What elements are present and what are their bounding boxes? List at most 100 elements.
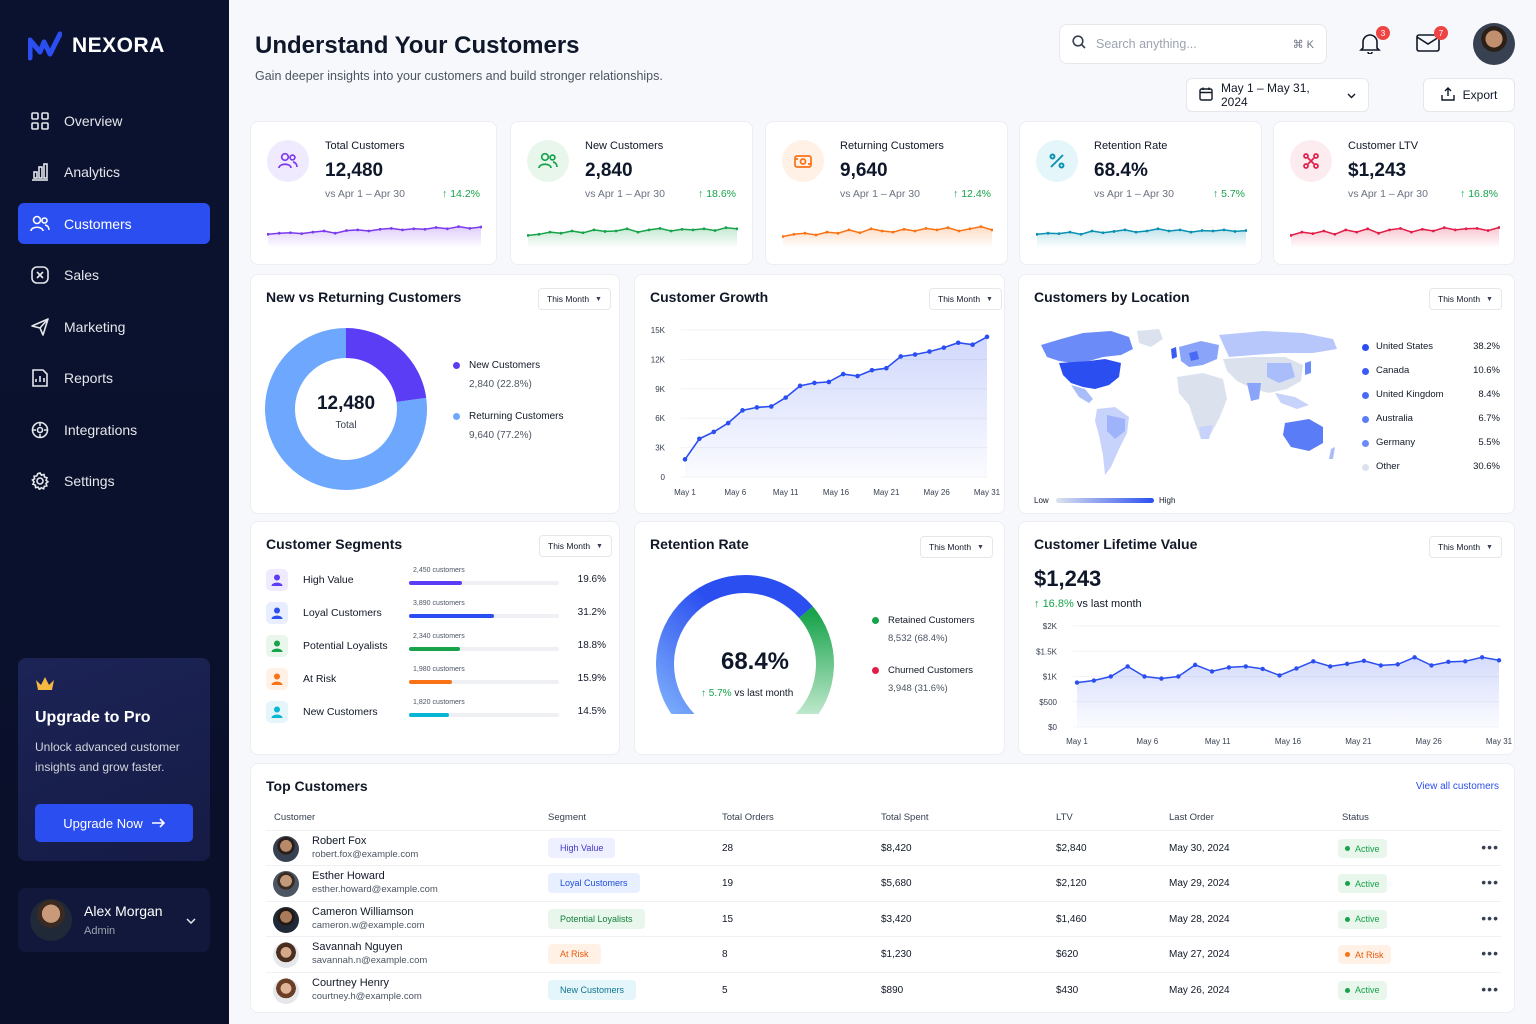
growth-point [725,420,731,426]
sparkline-point [1475,226,1479,230]
ltv-change-suffix: vs last month [1076,598,1142,610]
legend-dot [453,362,460,369]
period-dropdown[interactable]: This Month ▼ [929,288,1002,310]
messages-button[interactable]: 7 [1415,26,1448,58]
user-profile-menu[interactable]: Alex Morgan Admin [18,888,210,952]
notification-count-badge: 3 [1376,26,1390,40]
table-row[interactable]: Savannah Nguyen savannah.n@example.com At … [266,936,1501,971]
sidebar-item-marketing[interactable]: Marketing [18,306,210,347]
sparkline-point [1388,228,1391,232]
segment-count: 3,890 customers [413,600,465,607]
avatar[interactable] [1473,23,1515,65]
view-all-customers-link[interactable]: View all customers [1415,781,1499,792]
date-range-picker[interactable]: May 1 – May 31, 2024 [1186,78,1369,112]
ltv-point [1260,666,1265,672]
location-row: United Kingdom 8.4% [1362,389,1500,403]
sparkline-point [1079,232,1083,236]
sales-icon [30,265,50,285]
table-row[interactable]: Cameron Williamson cameron.w@example.com P… [266,900,1501,936]
sparkline [1290,226,1500,248]
sparkline-point [423,227,427,231]
growth-point [941,345,947,350]
kpi-change-value: 12.4% [961,188,991,200]
sparkline-line [527,226,738,237]
sparkline-point [1222,228,1226,232]
sidebar-item-reports[interactable]: Reports [18,358,210,399]
x-tick-label: May 1 [1066,737,1088,746]
sparkline-point [592,228,596,232]
more-options-icon[interactable]: ••• [1481,980,1499,997]
sparkline-point [1399,226,1402,230]
ltv-point [1108,674,1113,679]
kpi-label: Returning Customers [840,140,944,152]
kpi-change: ↑ 5.7% [1213,188,1245,200]
table-row[interactable]: Courtney Henry courtney.h@example.com New … [266,971,1501,1007]
users-icon [30,214,50,234]
growth-point [898,354,904,359]
ltv-point [1277,673,1282,678]
sparkline-point [277,231,281,235]
sparkline-point [1322,229,1326,233]
sparkline-point [401,228,404,232]
dropdown-label: This Month [1438,294,1481,304]
sidebar-item-label: Overview [64,112,123,129]
more-options-icon[interactable]: ••• [1481,874,1499,891]
period-dropdown[interactable]: This Month ▼ [539,535,612,557]
period-dropdown[interactable]: This Month ▼ [1429,536,1502,558]
segment-percent: 18.8% [577,640,606,651]
sparkline-point [603,230,607,233]
location-row: Germany 5.5% [1362,437,1500,451]
brand-logo[interactable]: NEXORA [28,30,165,62]
user-role: Admin [84,925,116,937]
period-dropdown[interactable]: This Month ▼ [538,288,611,310]
notifications-button[interactable]: 3 [1357,26,1390,59]
map-region-africa [1177,373,1227,439]
table-row[interactable]: Robert Fox robert.fox@example.com High Val… [266,830,1501,865]
search-icon [1072,34,1086,54]
y-tick-label: 6K [655,414,665,423]
legend-label: Churned Customers [888,665,974,676]
location-name: Canada [1376,365,1410,376]
upgrade-text: Unlock advanced customer insights and gr… [35,740,180,774]
more-options-icon[interactable]: ••• [1481,909,1499,926]
sparkline-point [1442,226,1446,230]
grid-icon [30,111,50,131]
sidebar-item-analytics[interactable]: Analytics [18,152,210,193]
more-options-icon[interactable]: ••• [1481,945,1499,962]
chevron-down-icon: ▼ [986,295,993,303]
donut-chart [265,328,427,490]
sidebar-item-sales[interactable]: Sales [18,255,210,296]
period-dropdown[interactable]: This Month ▼ [1429,288,1502,310]
upgrade-now-button[interactable]: Upgrade Now [35,804,193,842]
ltv-point [1446,659,1451,665]
map-region-south-africa [1199,425,1213,439]
map-region-greenland [1137,329,1163,347]
y-tick-label: $2K [1043,622,1058,631]
bell-icon [1359,32,1381,59]
ltv-point [1496,658,1502,663]
sidebar-item-customers[interactable]: Customers [18,203,210,244]
sidebar-item-settings[interactable]: Settings [18,461,210,502]
ltv-point [1226,665,1232,670]
segment-count: 1,980 customers [413,666,465,673]
sparkline-point [1300,230,1304,234]
ltv-point [1378,663,1384,668]
sidebar-item-label: Customers [64,215,132,232]
sidebar-item-overview[interactable]: Overview [18,100,210,141]
export-button[interactable]: Export [1423,78,1515,112]
period-dropdown[interactable]: This Month ▼ [920,536,993,558]
x-tick-label: May 26 [924,488,951,497]
search-input[interactable] [1096,37,1283,51]
location-name: Other [1376,461,1400,472]
sidebar-item-integrations[interactable]: Integrations [18,409,210,450]
x-tick-label: May 16 [1275,737,1302,746]
crown-icon [35,676,193,697]
more-options-icon[interactable]: ••• [1481,839,1499,855]
location-name: United States [1376,341,1434,352]
growth-point [812,380,817,386]
avatar [30,899,72,941]
table-row[interactable]: Esther Howard esther.howard@example.com Lo… [266,865,1501,900]
kpi-comparison: vs Apr 1 – Apr 30 [585,188,665,200]
growth-point [970,342,975,347]
segment-progress-track [409,680,559,684]
